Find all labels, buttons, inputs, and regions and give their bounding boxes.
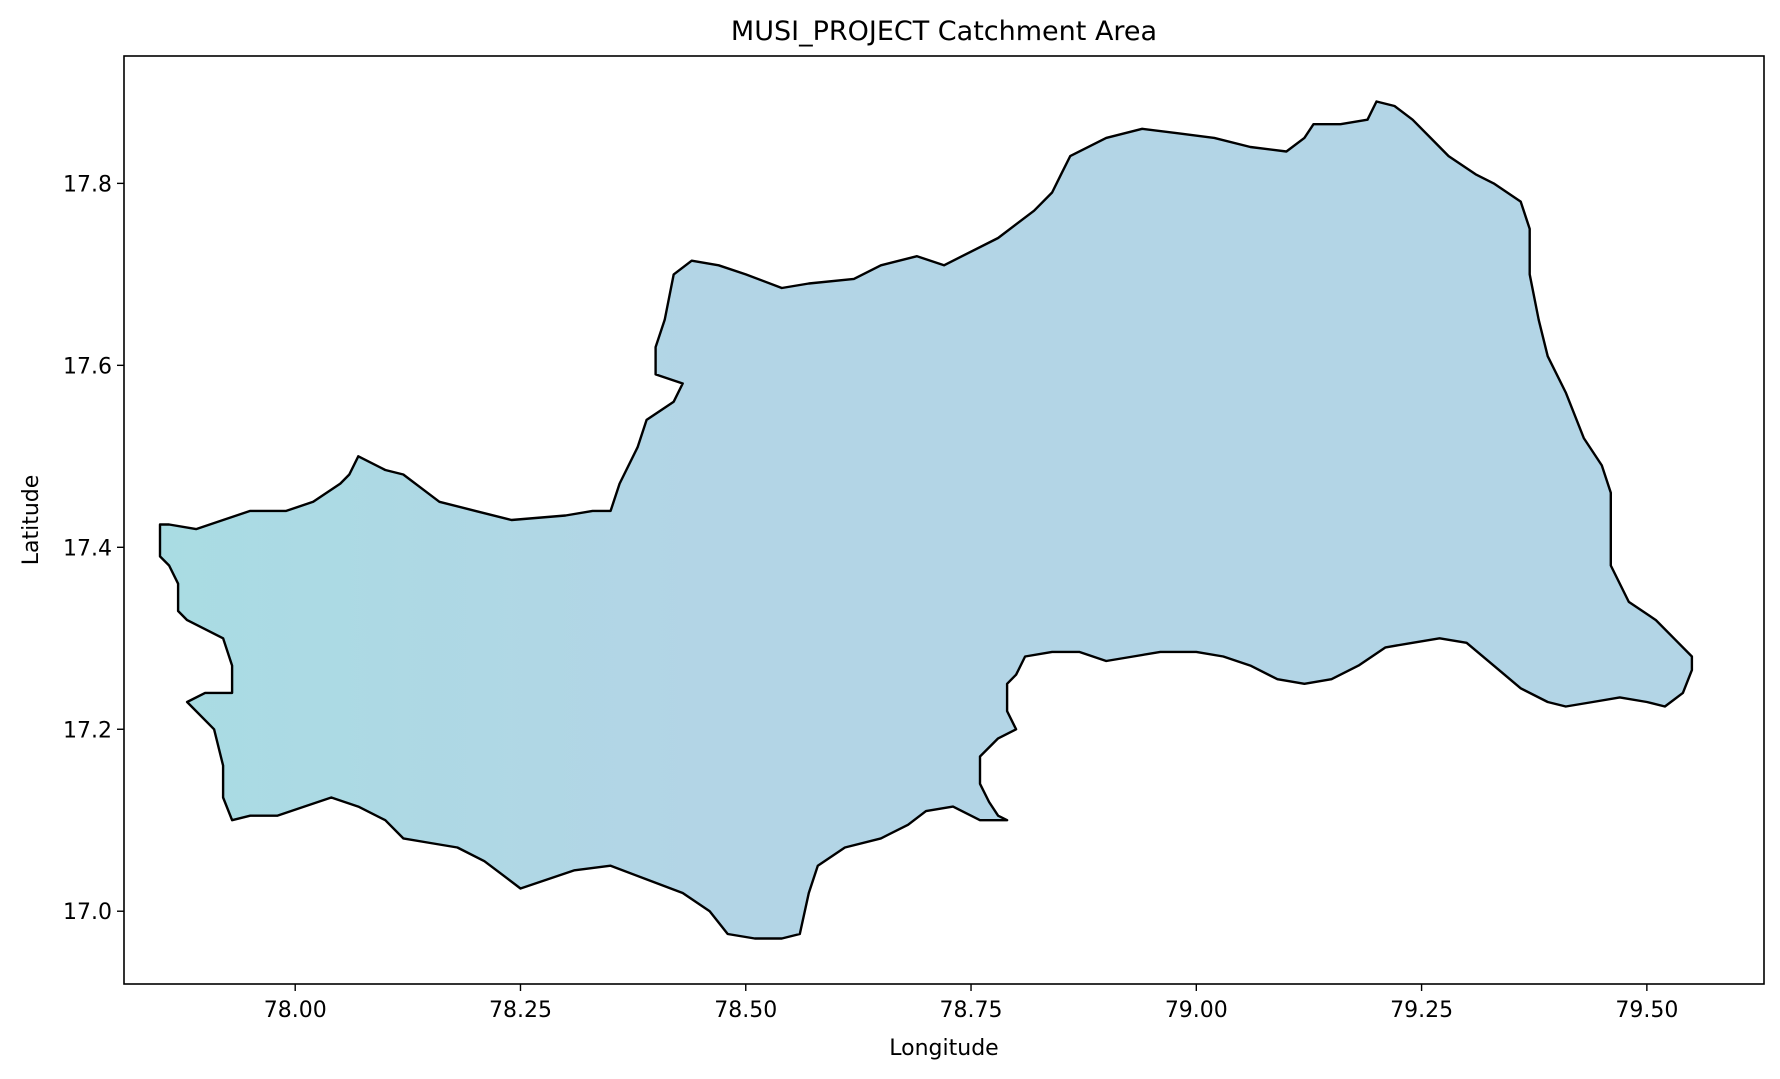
y-tick-label: 17.6 [63,354,112,379]
x-tick-label: 78.50 [714,998,777,1023]
x-axis: 78.00 78.25 78.50 78.75 79.00 79.25 79.50 [264,984,1678,1023]
y-axis-label: Latitude [19,475,44,566]
y-tick-label: 17.4 [63,536,112,561]
map-layer [158,100,1694,940]
x-tick-label: 79.25 [1390,998,1453,1023]
x-axis-label: Longitude [889,1036,998,1061]
x-tick-label: 78.75 [940,998,1003,1023]
y-tick-label: 17.2 [63,718,112,743]
y-axis: 17.0 17.2 17.4 17.6 17.8 [63,172,124,925]
x-tick-label: 78.00 [264,998,327,1023]
catchment-polygon [158,100,1694,940]
x-tick-label: 79.00 [1165,998,1228,1023]
x-tick-label: 78.25 [489,998,552,1023]
y-tick-label: 17.8 [63,172,112,197]
x-tick-label: 79.50 [1615,998,1678,1023]
plot-frame [123,55,1765,985]
chart-title: MUSI_PROJECT Catchment Area [731,16,1157,47]
y-tick-label: 17.0 [63,900,112,925]
